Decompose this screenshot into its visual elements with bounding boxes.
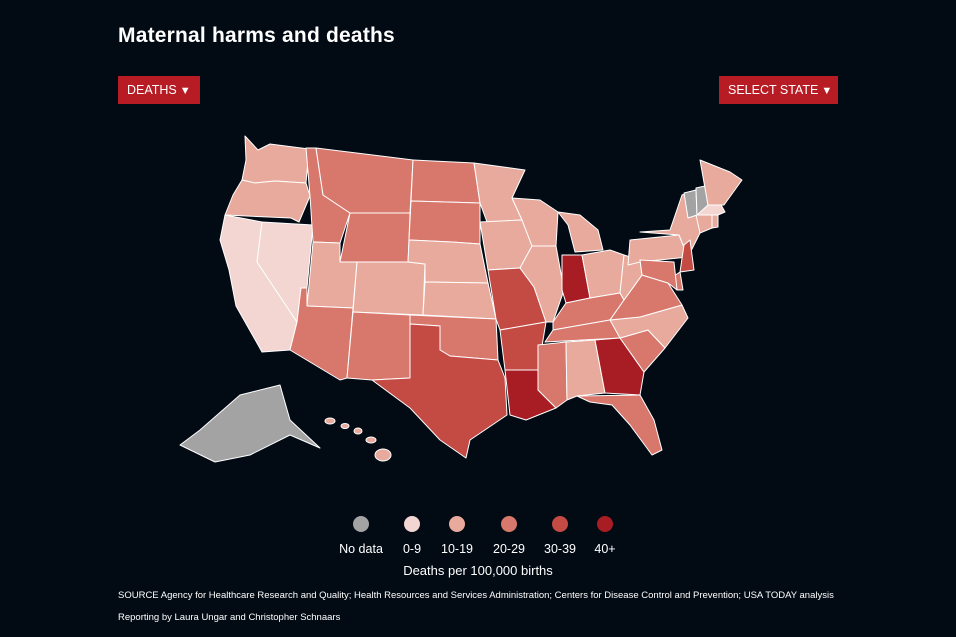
state-nm[interactable] (346, 311, 411, 381)
state-ri[interactable] (711, 214, 719, 229)
legend-item-no-data: No data (331, 516, 391, 556)
state-il[interactable] (519, 245, 565, 323)
caret-down-icon: ▼ (821, 85, 833, 97)
state-wa[interactable] (241, 135, 310, 184)
state-select-label: SELECT STATE (728, 83, 819, 97)
legend-item-0-9: 0-9 (382, 516, 442, 556)
legend-item-10-19: 10-19 (427, 516, 487, 556)
state-ks[interactable] (422, 281, 497, 320)
legend-label: No data (339, 542, 383, 556)
state-fl[interactable] (576, 394, 663, 456)
metric-dropdown-label: DEATHS (127, 83, 177, 97)
state-ms[interactable] (537, 341, 568, 409)
state-oh[interactable] (581, 249, 625, 299)
legend-label: 20-29 (493, 542, 525, 556)
legend-label: 30-39 (544, 542, 576, 556)
legend-swatch (597, 516, 613, 532)
state-or[interactable] (224, 179, 311, 223)
metric-dropdown-button[interactable]: DEATHS ▼ (118, 76, 200, 104)
state-mn[interactable] (473, 162, 526, 223)
state-co[interactable] (352, 261, 426, 316)
page-title: Maternal harms and deaths (118, 24, 395, 47)
legend-title: Deaths per 100,000 births (403, 563, 553, 578)
state-pa[interactable] (627, 234, 689, 266)
legend-swatch (404, 516, 420, 532)
legend-item-20-29: 20-29 (479, 516, 539, 556)
state-al[interactable] (565, 339, 606, 401)
credit-note: Reporting by Laura Ungar and Christopher… (118, 612, 341, 623)
state-ak[interactable] (179, 384, 321, 463)
legend-item-30-39: 30-39 (530, 516, 590, 556)
state-wy[interactable] (339, 212, 411, 267)
legend-swatch (353, 516, 369, 532)
legend-label: 0-9 (402, 542, 422, 556)
caret-down-icon: ▼ (179, 85, 191, 97)
state-sd[interactable] (408, 200, 481, 245)
state-nd[interactable] (410, 159, 481, 204)
state-hi[interactable] (324, 417, 392, 462)
state-mi[interactable] (557, 211, 604, 253)
legend-label: 40+ (594, 542, 616, 556)
legend-item-40-plus: 40+ (575, 516, 635, 556)
source-note: SOURCE Agency for Healthcare Research an… (118, 590, 834, 601)
legend-swatch (552, 516, 568, 532)
state-select-button[interactable]: SELECT STATE ▼ (719, 76, 838, 104)
legend-label: 10-19 (441, 542, 473, 556)
state-nj[interactable] (679, 239, 695, 273)
state-ga[interactable] (594, 337, 645, 396)
state-md[interactable] (639, 259, 678, 291)
state-me[interactable] (699, 159, 743, 206)
legend-swatch (501, 516, 517, 532)
legend-swatch (449, 516, 465, 532)
state-tx[interactable] (371, 323, 508, 459)
